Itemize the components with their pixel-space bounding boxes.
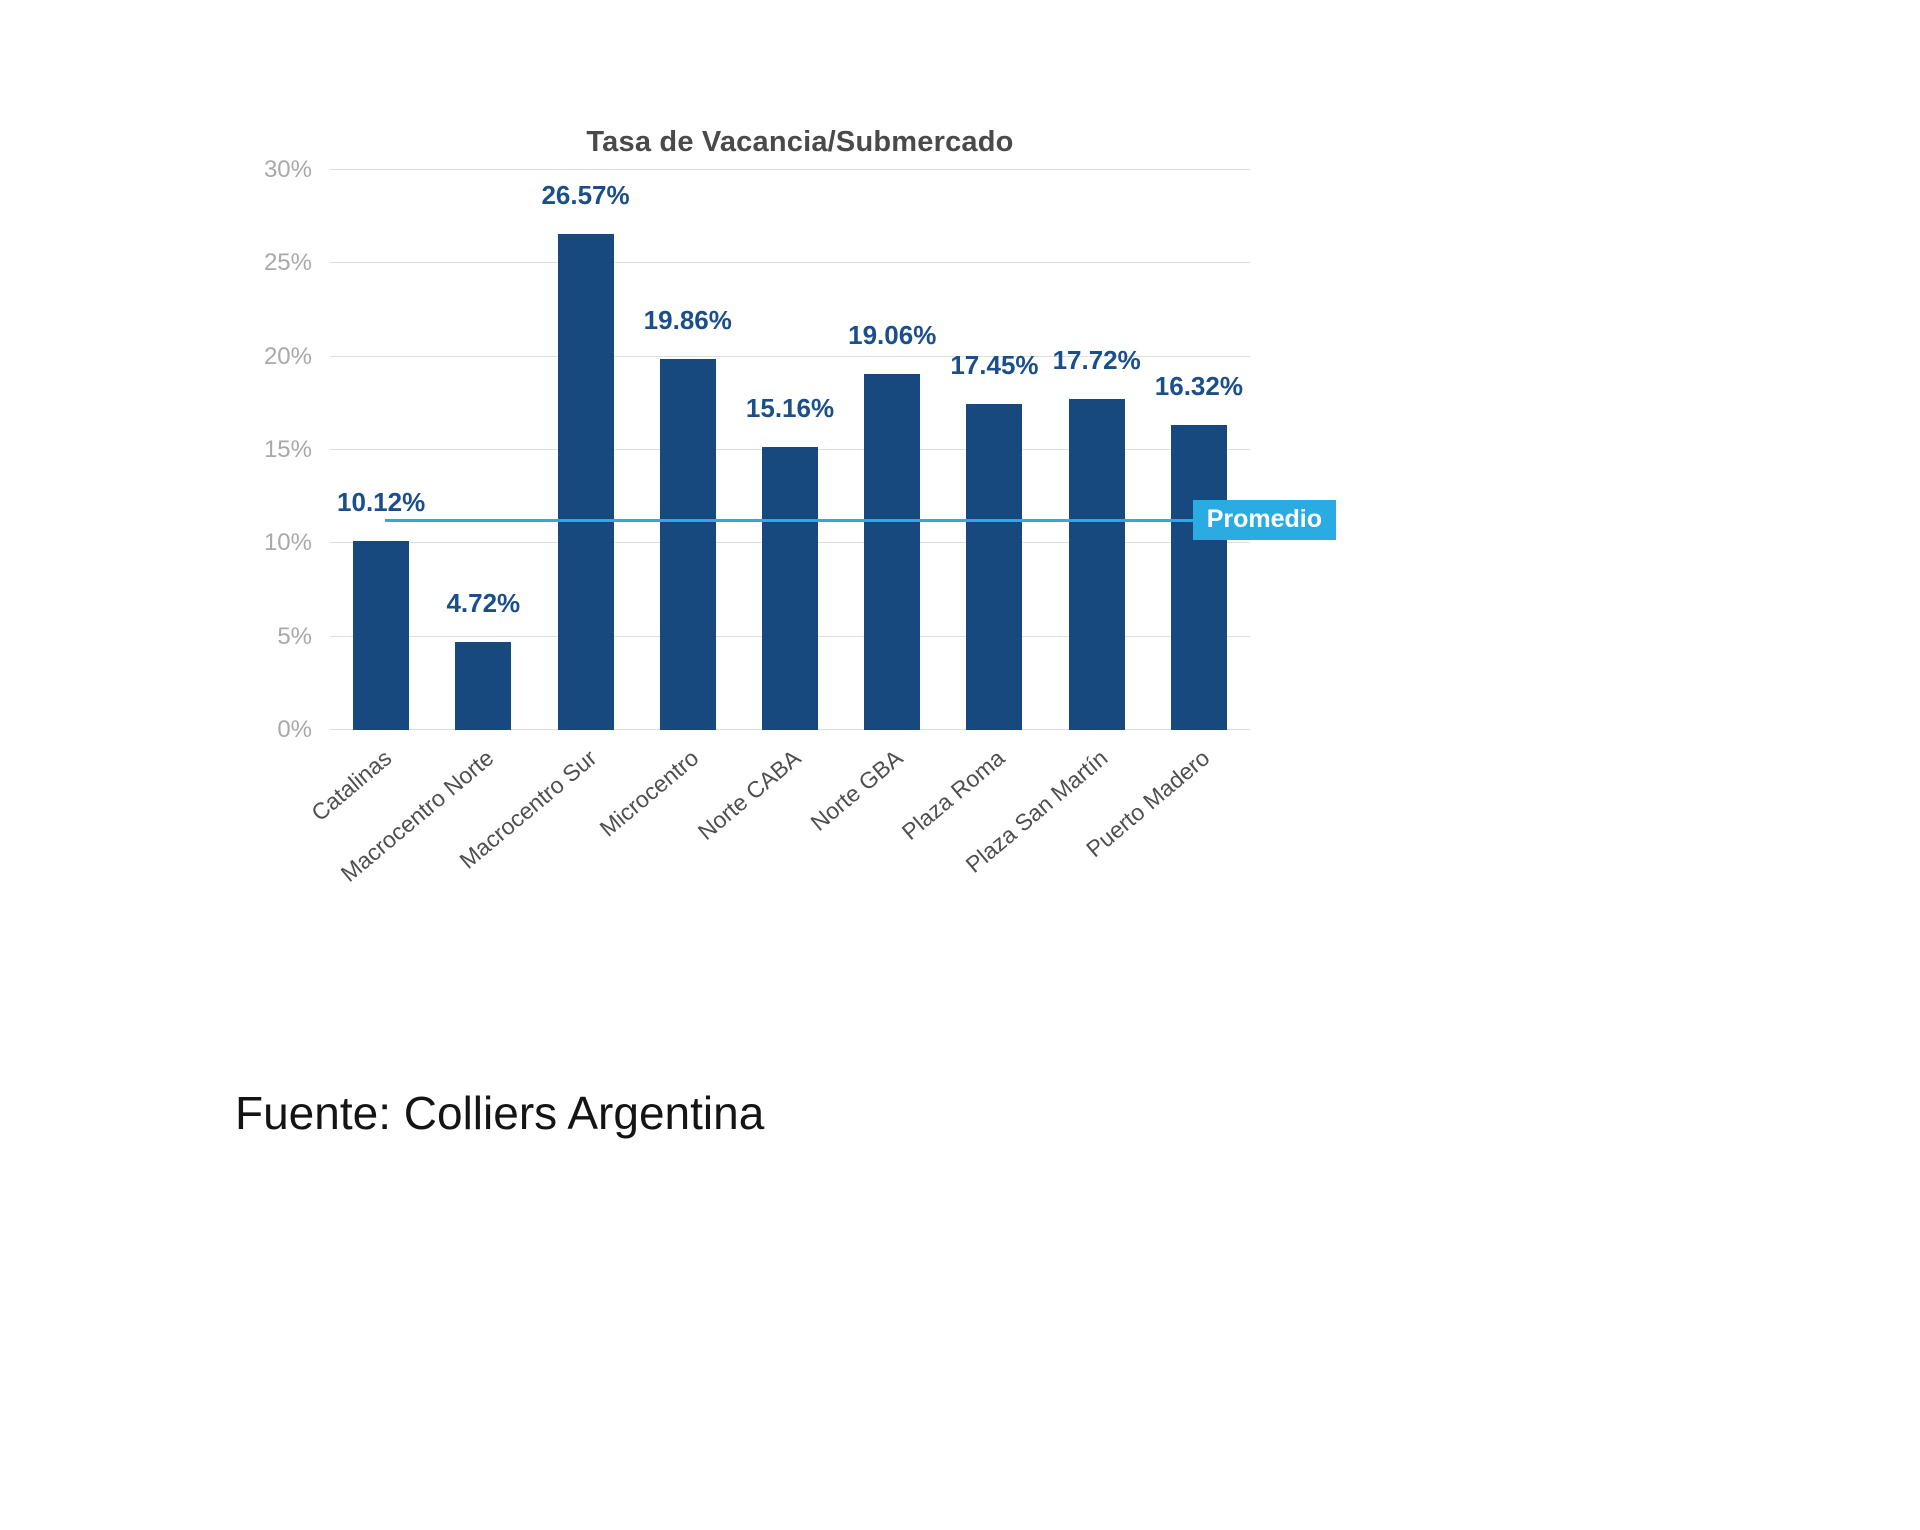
y-axis-tick-label: 30%: [263, 156, 312, 183]
gridline: [330, 355, 1250, 357]
bar: [1068, 399, 1125, 730]
y-axis-tick-label: 15%: [263, 436, 312, 463]
bar: [557, 234, 614, 730]
x-axis-tick-label: Catalinas: [306, 744, 397, 827]
bar: [762, 447, 818, 730]
bar-value-label: 4.72%: [446, 587, 521, 618]
plot-area: 0% 5% 10% 15% 20% 25% 30% 10.12% Catalinas 4.72% M…: [264, 158, 1336, 887]
x-axis-tick-label: Macrocentro Sur: [454, 744, 601, 874]
y-axis-tick-label: 0%: [277, 716, 312, 743]
x-axis-tick-label: Macrocentro Norte: [336, 744, 499, 887]
average-line: [385, 518, 1220, 522]
source-caption: Fuente: Colliers Argentina: [235, 1087, 765, 1139]
bar-value-label: 16.32%: [1154, 371, 1243, 402]
bar: [864, 374, 921, 730]
bar-value-label: 10.12%: [337, 487, 426, 518]
bar: [1170, 425, 1227, 730]
bar-value-label: 26.57%: [541, 180, 630, 211]
x-axis-tick-label: Plaza San Martín: [960, 744, 1113, 878]
y-axis-tick-label: 10%: [263, 529, 312, 557]
gridline: [330, 262, 1250, 264]
gridline: [330, 169, 1250, 170]
x-axis-tick-label: Microcentro: [594, 744, 704, 842]
y-axis-tick-label: 25%: [263, 249, 312, 277]
x-axis-tick-label: Puerto Madero: [1081, 744, 1215, 863]
vacancy-rate-chart: Tasa de Vacancia/Submercado 0% 5% 10% 15% 20…: [240, 112, 1360, 912]
bar: [455, 641, 512, 730]
y-axis-tick-label: 5%: [277, 622, 312, 650]
chart-title: Tasa de Vacancia/Submercado: [586, 126, 1014, 158]
bar: [659, 359, 716, 730]
bar-value-label: 17.45%: [950, 350, 1039, 381]
bar-value-label: 19.06%: [848, 320, 937, 351]
bar: [353, 541, 410, 730]
bar-value-label: 17.72%: [1052, 345, 1141, 376]
bar-value-label: 15.16%: [745, 393, 835, 424]
average-line-label: Promedio: [1192, 499, 1336, 540]
y-axis-tick-label: 20%: [263, 342, 312, 370]
x-axis-tick-label: Norte CABA: [692, 744, 806, 845]
x-axis-tick-label: Norte GBA: [805, 744, 908, 836]
bar: [966, 404, 1023, 730]
x-axis-tick-label: Plaza Roma: [897, 744, 1010, 845]
bar-value-label: 19.86%: [643, 305, 732, 336]
